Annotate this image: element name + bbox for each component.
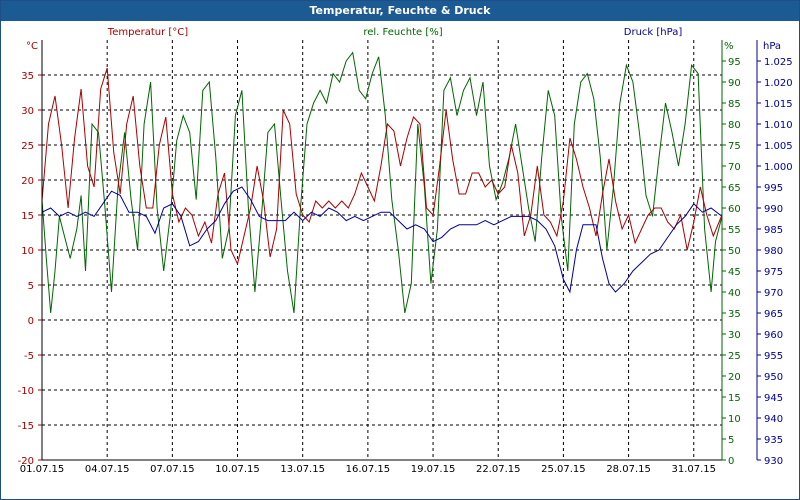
pressure-tick-label: 945 bbox=[764, 393, 783, 404]
x-tick-label: 25.07.15 bbox=[541, 464, 586, 475]
pressure-tick-label: 950 bbox=[764, 372, 783, 383]
temp-series-label: Temperatur [°C] bbox=[107, 27, 188, 38]
axis-labels: 01.07.15 04.07.15 07.07.15 10.07.15 13.07.15… bbox=[18, 27, 793, 475]
temp-tick-label: 35 bbox=[21, 71, 34, 82]
humidity-tick-label: 35 bbox=[728, 309, 741, 320]
humidity-tick-label: 20 bbox=[728, 372, 741, 383]
chart-title: Temperatur, Feuchte & Druck bbox=[1, 1, 799, 21]
humidity-tick-label: 85 bbox=[728, 99, 741, 110]
temp-tick-label: 20 bbox=[21, 176, 34, 187]
temp-tick-label: 5 bbox=[28, 281, 34, 292]
humidity-tick-label: 60 bbox=[728, 204, 741, 215]
humidity-tick-label: 50 bbox=[728, 246, 741, 257]
pressure-tick-label: 1.010 bbox=[764, 120, 793, 131]
x-tick-label: 04.07.15 bbox=[85, 464, 130, 475]
x-tick-label: 31.07.15 bbox=[671, 464, 716, 475]
grid-lines bbox=[42, 40, 722, 461]
humidity-tick-label: 25 bbox=[728, 351, 741, 362]
humidity-tick-label: 80 bbox=[728, 120, 741, 131]
pressure-tick-label: 975 bbox=[764, 267, 783, 278]
x-tick-label: 28.07.15 bbox=[606, 464, 651, 475]
pressure-tick-label: 970 bbox=[764, 288, 783, 299]
pressure-tick-label: 1.015 bbox=[764, 99, 793, 110]
humidity-tick-label: 10 bbox=[728, 414, 741, 425]
x-tick-label: 16.07.15 bbox=[346, 464, 391, 475]
temp-tick-label: 15 bbox=[21, 211, 34, 222]
humidity-tick-label: 75 bbox=[728, 141, 741, 152]
pressure-tick-label: 965 bbox=[764, 309, 783, 320]
pressure-tick-label: 1.005 bbox=[764, 141, 793, 152]
humidity-tick-label: 5 bbox=[728, 435, 734, 446]
x-tick-label: 01.07.15 bbox=[20, 464, 65, 475]
pressure-tick-label: 935 bbox=[764, 435, 783, 446]
x-tick-label: 07.07.15 bbox=[150, 464, 195, 475]
x-tick-label: 19.07.15 bbox=[411, 464, 456, 475]
pressure-unit-label: hPa bbox=[763, 41, 781, 52]
pressure-tick-label: 960 bbox=[764, 330, 783, 341]
pressure-tick-label: 980 bbox=[764, 246, 783, 257]
x-tick-label: 22.07.15 bbox=[476, 464, 521, 475]
humidity-tick-label: 90 bbox=[728, 78, 741, 89]
humidity-tick-label: 55 bbox=[728, 225, 741, 236]
pressure-tick-label: 930 bbox=[764, 456, 783, 467]
humidity-tick-label: 0 bbox=[728, 456, 734, 467]
temp-tick-label: 0 bbox=[28, 316, 34, 327]
humidity-tick-label: 15 bbox=[728, 393, 741, 404]
temp-tick-label: 25 bbox=[21, 141, 34, 152]
pressure-line bbox=[41, 186, 723, 294]
humidity-series-label: rel. Feuchte [%] bbox=[363, 27, 442, 38]
x-tick-label: 13.07.15 bbox=[280, 464, 325, 475]
temp-tick-label: -10 bbox=[18, 386, 34, 397]
temp-tick-label: -20 bbox=[18, 456, 34, 467]
temp-tick-label: 10 bbox=[21, 246, 34, 257]
axes bbox=[38, 40, 761, 461]
temp-tick-label: -15 bbox=[18, 421, 34, 432]
pressure-tick-label: 990 bbox=[764, 204, 783, 215]
humidity-tick-label: 95 bbox=[728, 57, 741, 68]
x-tick-label: 10.07.15 bbox=[215, 464, 260, 475]
temp-tick-label: -5 bbox=[24, 351, 34, 362]
temp-tick-label: 30 bbox=[21, 106, 34, 117]
humidity-tick-label: 40 bbox=[728, 288, 741, 299]
humidity-line bbox=[41, 51, 723, 314]
humidity-tick-label: 30 bbox=[728, 330, 741, 341]
pressure-tick-label: 1.000 bbox=[764, 162, 793, 173]
pressure-tick-label: 985 bbox=[764, 225, 783, 236]
pressure-series-label: Druck [hPa] bbox=[624, 27, 683, 38]
temp-unit-label: °C bbox=[26, 41, 38, 52]
pressure-tick-label: 940 bbox=[764, 414, 783, 425]
humidity-unit-label: % bbox=[724, 41, 734, 52]
pressure-tick-label: 1.025 bbox=[764, 57, 793, 68]
pressure-tick-label: 1.020 bbox=[764, 78, 793, 89]
humidity-tick-label: 70 bbox=[728, 162, 741, 173]
temperature-line bbox=[41, 67, 723, 266]
pressure-tick-label: 995 bbox=[764, 183, 783, 194]
humidity-tick-label: 45 bbox=[728, 267, 741, 278]
humidity-tick-label: 65 bbox=[728, 183, 741, 194]
data-series bbox=[41, 51, 723, 314]
pressure-tick-label: 955 bbox=[764, 351, 783, 362]
